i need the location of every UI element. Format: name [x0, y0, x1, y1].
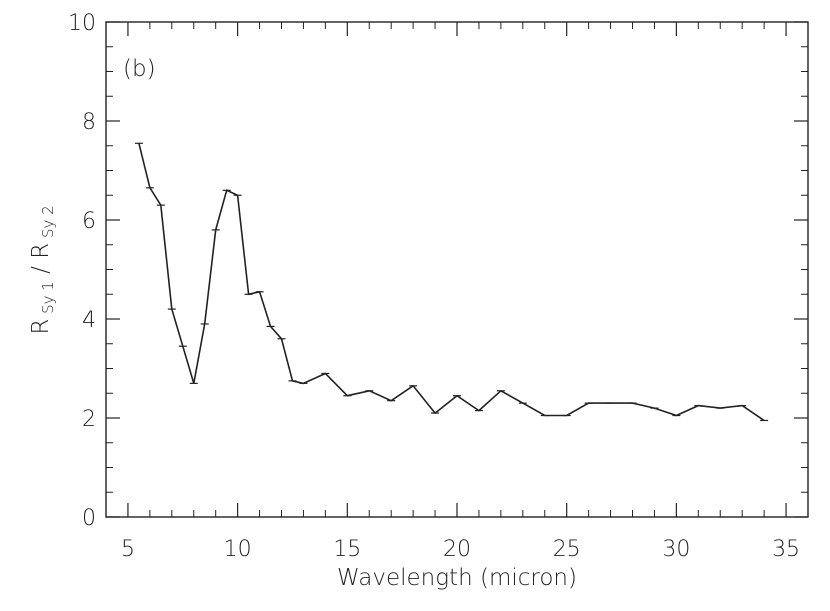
- x-tick-label: 15: [333, 537, 361, 562]
- x-axis-title: Wavelength (micron): [337, 565, 577, 591]
- y-tick-label: 8: [82, 110, 96, 135]
- y-axis-title-part: R: [28, 243, 54, 266]
- y-axis-title-sub: Sy 1: [39, 281, 57, 318]
- tick-labels: 5 10 15 20 25 30 35 0 2 4 6 8 10: [68, 11, 800, 562]
- x-tick-label: 5: [121, 537, 135, 562]
- y-tick-label: 2: [82, 407, 96, 432]
- x-tick-label: 30: [662, 537, 690, 562]
- y-axis-title-part: /: [28, 266, 54, 281]
- x-tick-label: 25: [553, 537, 581, 562]
- series-markers: [134, 142, 769, 422]
- x-tick-label: 20: [443, 537, 471, 562]
- x-tick-label: 35: [772, 537, 800, 562]
- y-axis-title: R Sy 1 / R Sy 2: [28, 205, 57, 334]
- series-line: [138, 143, 765, 422]
- y-axis-title-part: R: [28, 319, 54, 335]
- y-tick-label: 0: [82, 506, 96, 531]
- ticks: [105, 21, 809, 518]
- y-axis-title-sub: Sy 2: [39, 205, 57, 242]
- y-tick-label: 4: [82, 308, 96, 333]
- panel-label: (b): [123, 56, 156, 82]
- x-tick-label: 10: [224, 537, 252, 562]
- y-tick-label: 6: [82, 209, 96, 234]
- y-tick-label: 10: [68, 11, 96, 36]
